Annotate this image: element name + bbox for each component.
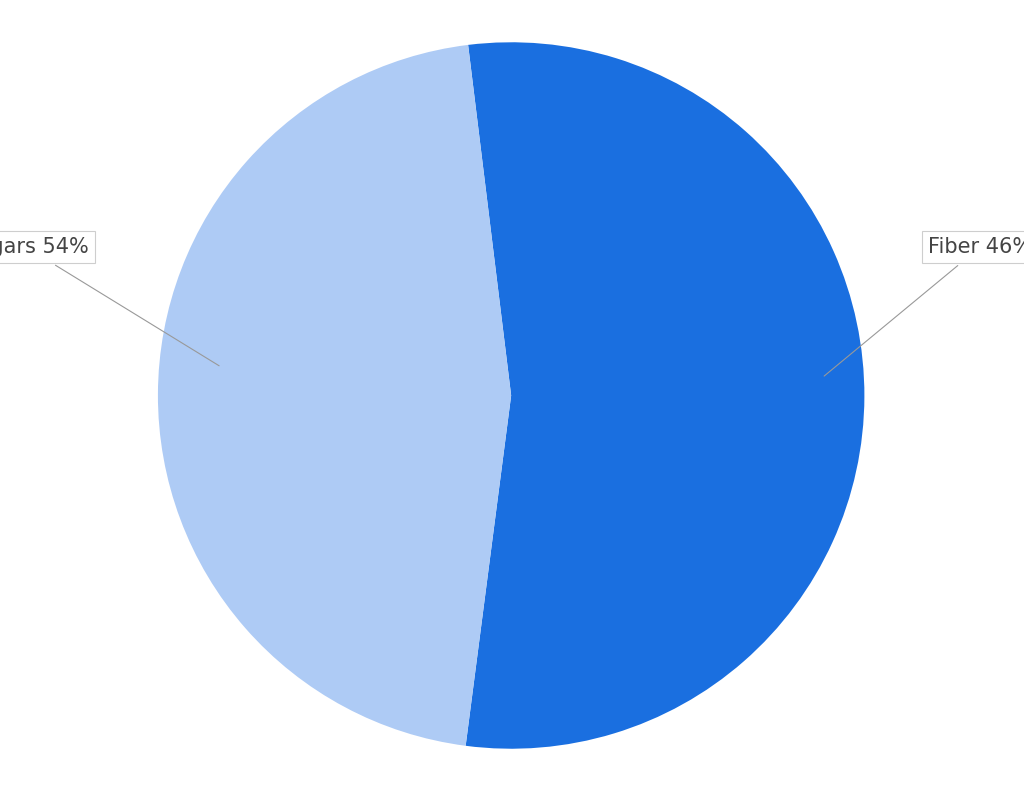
Wedge shape [466,42,864,749]
Wedge shape [158,45,511,746]
Text: Sugars 54%: Sugars 54% [0,237,219,365]
Text: Fiber 46%: Fiber 46% [824,237,1024,376]
